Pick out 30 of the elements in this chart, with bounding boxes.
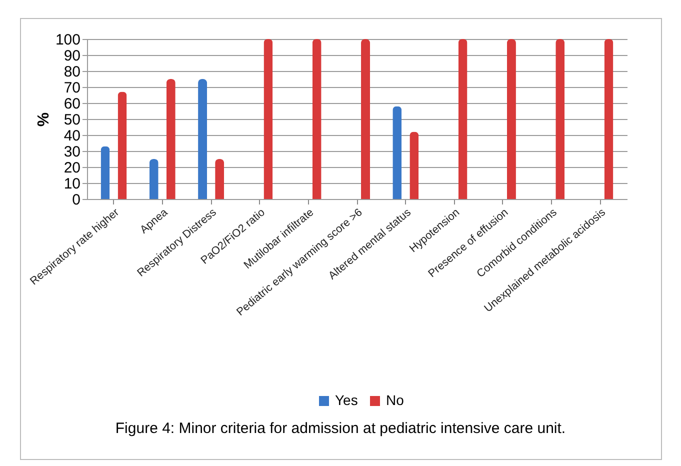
y-tick-label: 70	[64, 80, 80, 96]
bar	[264, 39, 273, 199]
bar	[100, 146, 110, 199]
y-tick-label: 80	[64, 64, 80, 80]
bar	[392, 106, 402, 199]
legend-label: No	[386, 392, 404, 408]
y-tick-label: 10	[64, 176, 80, 192]
y-tick-label: 20	[64, 160, 80, 176]
y-axis-title: %	[35, 112, 52, 127]
bar	[215, 159, 224, 199]
y-tick-label: 100	[55, 32, 80, 48]
y-tick-label: 90	[64, 48, 80, 64]
bar	[410, 132, 419, 199]
bar	[361, 39, 370, 199]
bar	[118, 92, 127, 199]
y-tick-label: 30	[64, 144, 80, 160]
y-tick-label: 50	[64, 112, 80, 128]
y-tick-label: 0	[72, 192, 80, 208]
legend-label: Yes	[335, 392, 358, 408]
bar	[506, 39, 516, 199]
y-tick-label: 40	[64, 128, 80, 144]
bar	[604, 39, 614, 199]
caption: Figure 4: Minor criteria for admission at pediatric intensive care unit.	[114, 420, 567, 437]
bar	[149, 159, 158, 199]
bar	[312, 39, 322, 199]
bar	[166, 79, 176, 199]
bar	[458, 39, 468, 199]
y-tick-label: 60	[64, 96, 80, 112]
bar	[556, 39, 565, 199]
bar	[198, 79, 208, 199]
